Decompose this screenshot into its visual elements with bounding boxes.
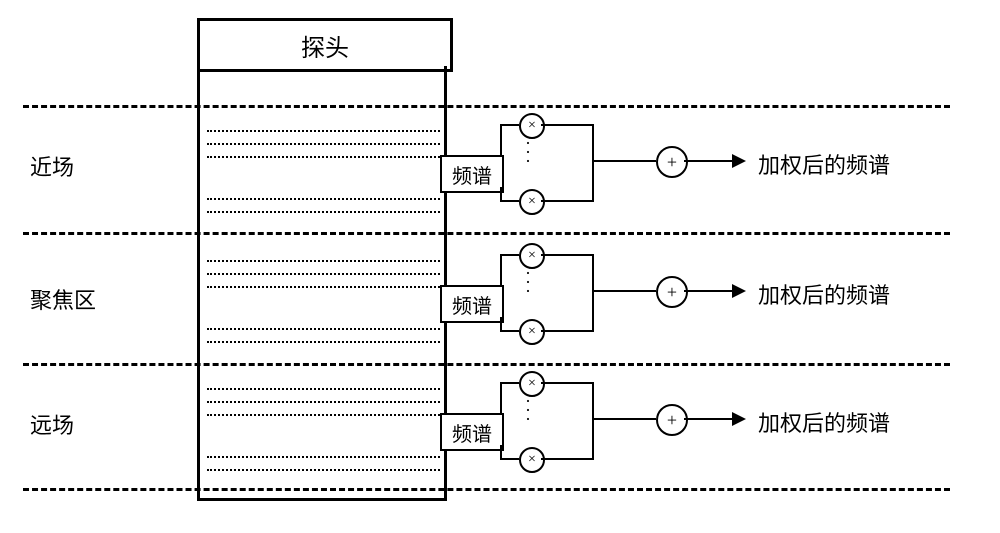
multiply-icon: ×	[519, 189, 545, 215]
multiply-icon: ×	[519, 447, 545, 473]
output-label-near: 加权后的频谱	[758, 148, 890, 180]
region-label-focus: 聚焦区	[30, 283, 96, 315]
region-divider-1	[23, 232, 950, 235]
probe-header: 探头	[197, 18, 453, 72]
spectrum-box-focus: 频谱	[440, 285, 504, 323]
spectrum-box-far: 频谱	[440, 413, 504, 451]
region-label-far: 远场	[30, 408, 74, 440]
sum-icon: +	[656, 276, 688, 308]
sum-icon: +	[656, 146, 688, 178]
arrow-icon	[732, 412, 746, 426]
region-divider-3	[23, 488, 950, 491]
output-label-far: 加权后的频谱	[758, 406, 890, 438]
diagram-canvas: 探头近场频谱××· · ·+加权后的频谱聚焦区频谱××· · ·+加权后的频谱远…	[0, 0, 1000, 533]
sum-icon: +	[656, 404, 688, 436]
region-label-near: 近场	[30, 150, 74, 182]
spectrum-box-near: 频谱	[440, 155, 504, 193]
multiply-icon: ×	[519, 319, 545, 345]
region-divider-0	[23, 105, 950, 108]
multiply-icon: ×	[519, 113, 545, 139]
region-divider-2	[23, 363, 950, 366]
arrow-icon	[732, 154, 746, 168]
multiply-icon: ×	[519, 243, 545, 269]
output-label-focus: 加权后的频谱	[758, 278, 890, 310]
multiply-icon: ×	[519, 371, 545, 397]
arrow-icon	[732, 284, 746, 298]
